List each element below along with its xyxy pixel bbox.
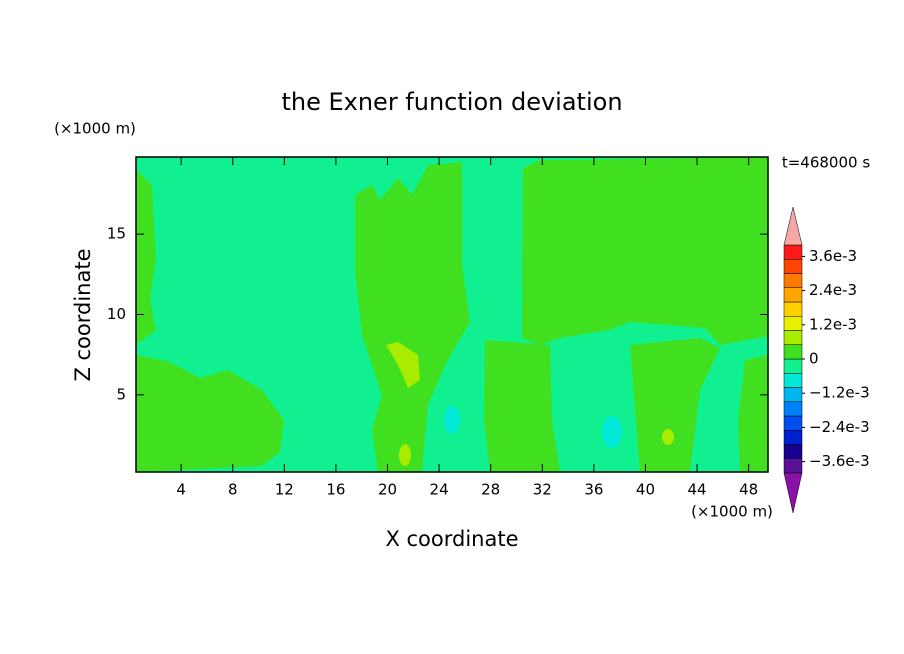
colorbar-box [783,273,803,288]
x-tick-label: 12 [275,481,294,499]
colorbar-over [783,206,803,246]
x-axis-label: X coordinate [385,527,518,551]
colorbar-tick-label: −2.4e-3 [809,418,870,436]
contour-region [444,406,460,434]
x-tick-label: 32 [533,481,552,499]
contour-field [136,157,768,472]
contour-region [136,355,284,472]
colorbar-box [783,301,803,317]
x-tick-label: 48 [739,481,758,499]
x-tick-label: 44 [688,481,707,499]
colorbar-box [783,330,803,345]
x-tick-label: 20 [378,481,397,499]
contour-region [136,170,156,345]
colorbar-tick-label: 0 [809,350,819,368]
y-axis-label: Z coordinate [71,248,95,381]
colorbar-tick-label: 2.4e-3 [809,281,857,299]
contour-region [399,444,411,466]
x-tick-label: 4 [176,481,186,499]
colorbar-box [783,287,803,303]
contour-region [522,157,768,345]
x-tick-label: 8 [228,481,238,499]
y-tick-label: 5 [116,385,126,403]
colorbar-box [783,387,803,402]
y-tick-label: 10 [107,305,126,323]
y-unit: (×1000 m) [54,120,136,138]
x-tick-label: 28 [481,481,500,499]
colorbar-box [783,344,803,360]
colorbar-tick-label: 3.6e-3 [809,247,857,265]
contour-region [355,162,470,472]
x-tick-label: 40 [636,481,655,499]
x-tick-label: 16 [326,481,345,499]
colorbar-box [783,401,803,417]
colorbar-box [783,430,803,445]
colorbar-box [783,244,803,260]
contour-region [484,340,560,472]
colorbar-tick-label: −1.2e-3 [809,384,870,402]
colorbar-box [783,458,803,474]
colorbar-box [783,316,803,331]
colorbar-box [783,444,803,459]
chart-title: the Exner function deviation [281,88,622,116]
colorbar-box [783,358,803,374]
colorbar-tick-label: −3.6e-3 [809,452,870,470]
x-tick-label: 24 [430,481,449,499]
colorbar-under [783,472,803,514]
colorbar-box [783,373,803,388]
colorbar-box [783,415,803,431]
contour-region [630,338,720,472]
contour-region [738,355,768,472]
contour-region [662,429,674,445]
y-tick-label: 15 [107,225,126,243]
colorbar-tick-label: 1.2e-3 [809,315,857,333]
x-tick-label: 36 [584,481,603,499]
colorbar-box [783,259,803,274]
time-label: t=468000 s [782,154,870,172]
x-unit: (×1000 m) [691,503,773,521]
contour-region [386,342,420,388]
contour-region [602,416,622,448]
